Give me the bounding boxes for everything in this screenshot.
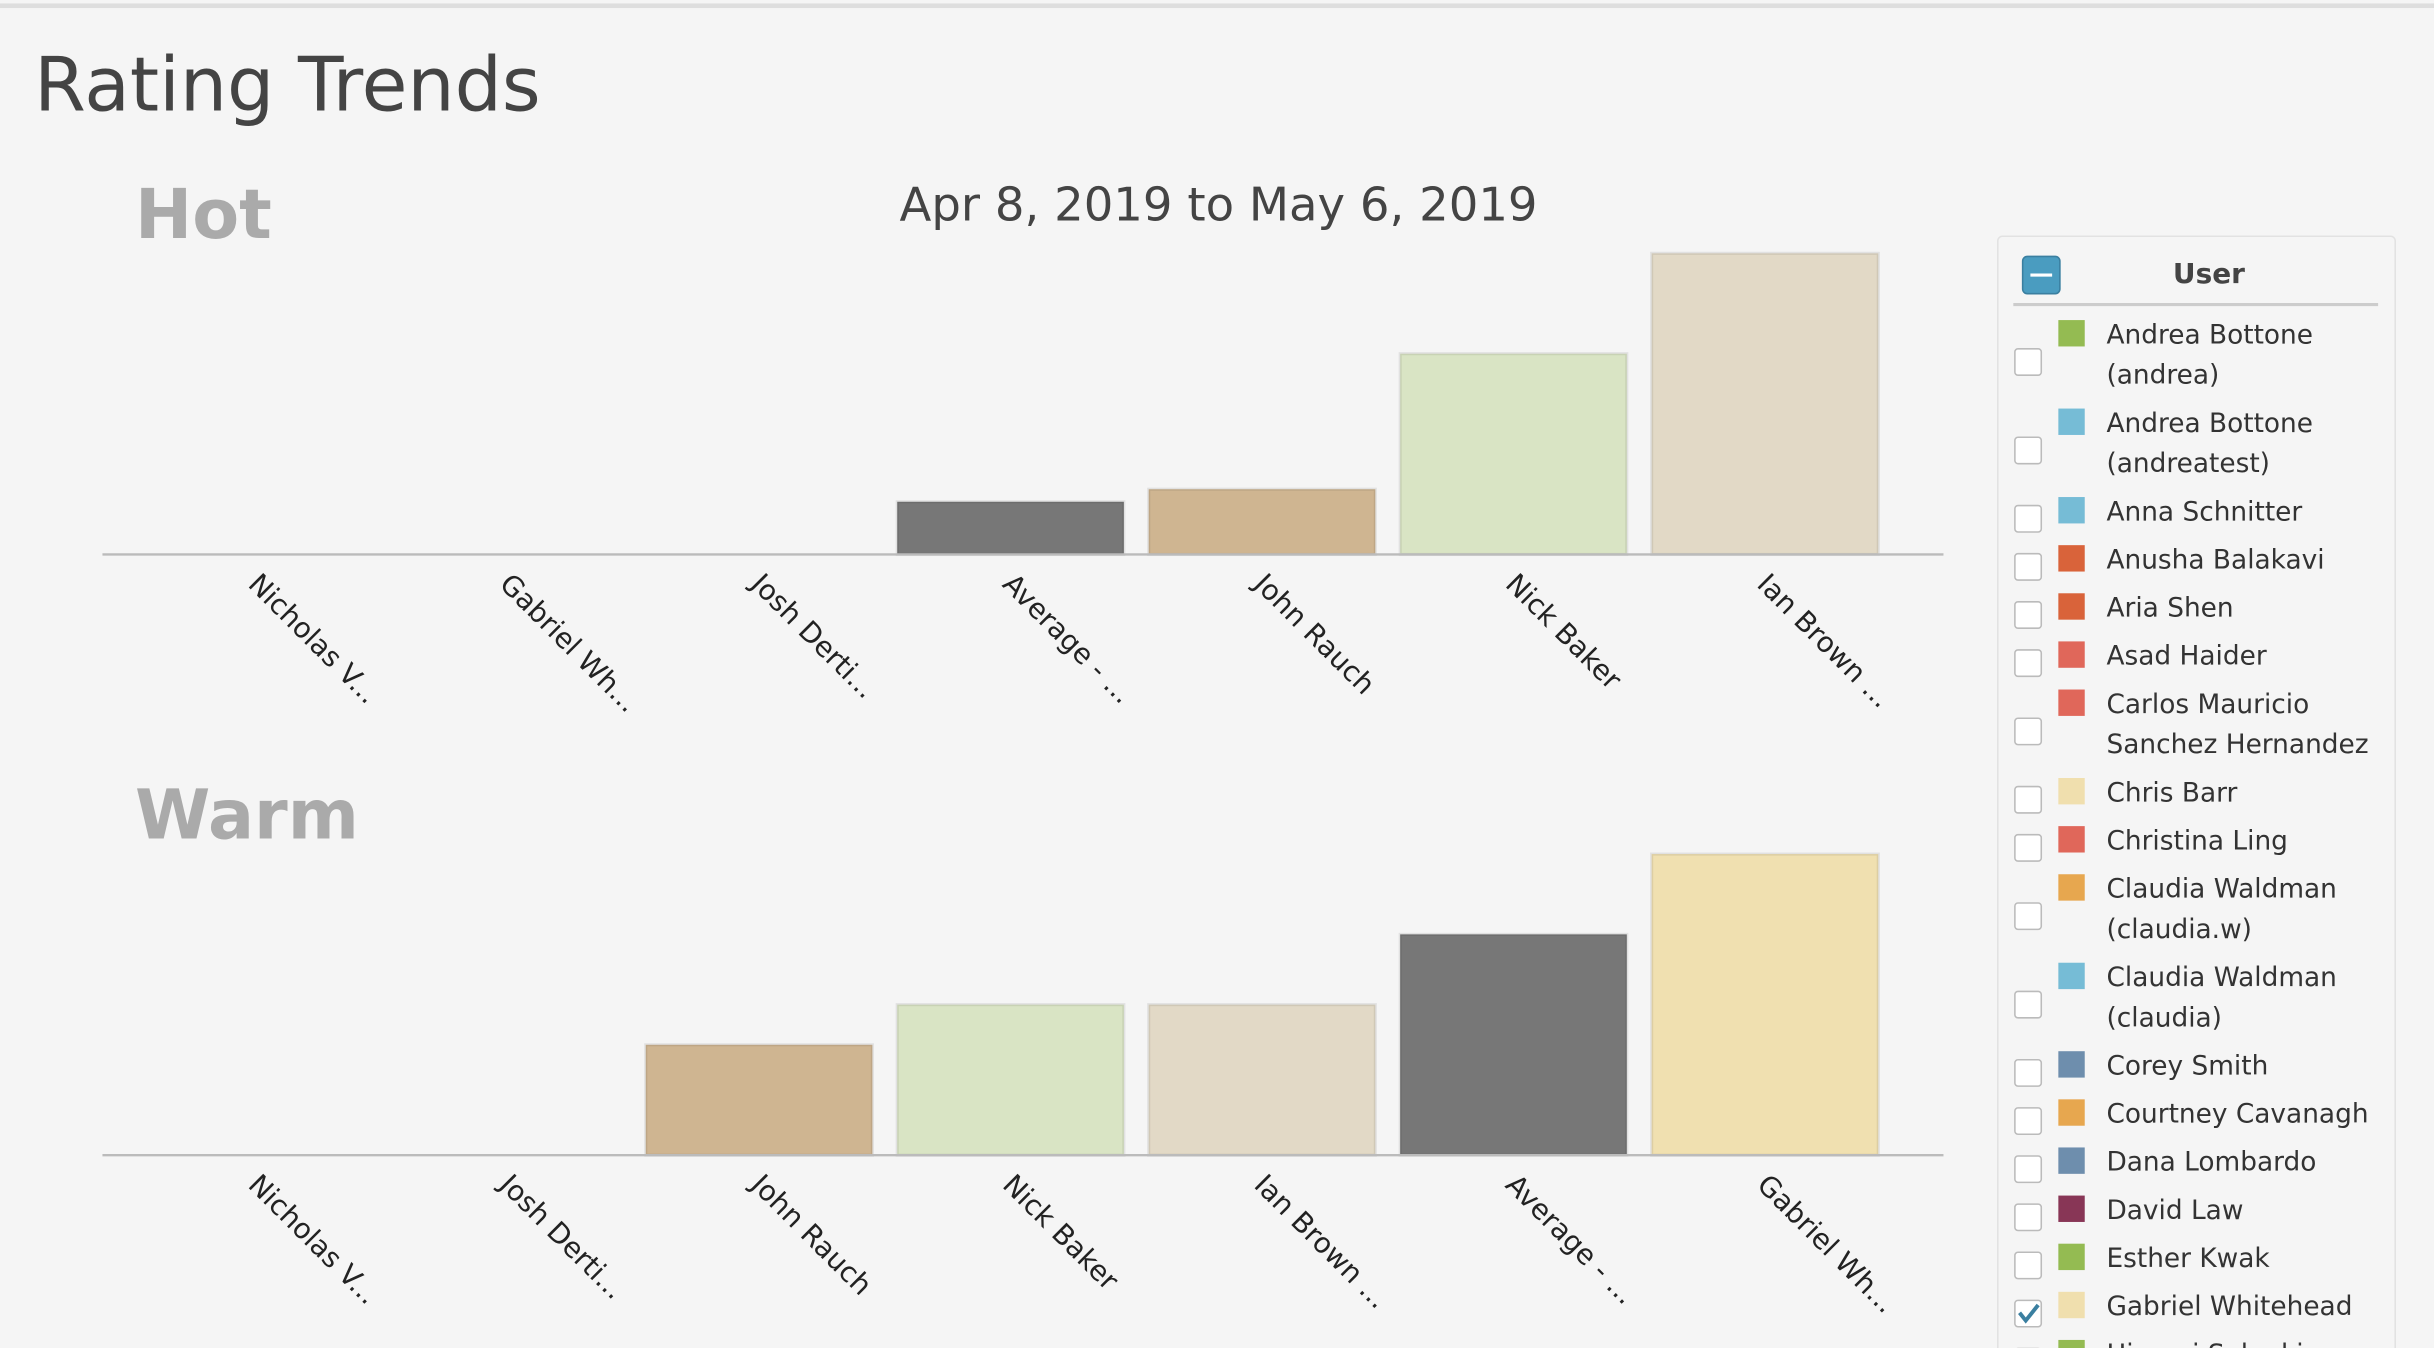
bar bbox=[1147, 487, 1377, 557]
legend-label-line: Christina Ling bbox=[2106, 826, 2287, 856]
checkbox[interactable] bbox=[2014, 1251, 2043, 1280]
legend-label: Carlos Mauricio Sanchez Hernandez bbox=[2106, 690, 2368, 760]
legend-label-line: Aria Shen bbox=[2106, 594, 2233, 624]
top-border bbox=[0, 3, 2434, 9]
legend-label: Aria Shen bbox=[2106, 594, 2233, 624]
legend-label-line: (andrea) bbox=[2106, 361, 2219, 391]
legend-swatch bbox=[2058, 1195, 2085, 1222]
legend-swatch bbox=[2058, 497, 2085, 524]
checkbox[interactable] bbox=[2014, 649, 2043, 678]
legend-label-line: Anusha Balakavi bbox=[2106, 545, 2324, 575]
legend-label-line: Claudia Waldman bbox=[2106, 963, 2336, 993]
legend-swatch bbox=[2058, 874, 2085, 901]
bar bbox=[1398, 352, 1629, 557]
page-title: Rating Trends bbox=[34, 42, 541, 129]
legend-label: Christina Ling bbox=[2106, 826, 2287, 856]
bar bbox=[1398, 932, 1629, 1157]
chart-subtitle: Apr 8, 2019 to May 6, 2019 bbox=[900, 178, 1538, 232]
legend-label-line: Courtney Cavanagh bbox=[2106, 1100, 2368, 1130]
bar bbox=[1650, 852, 1880, 1157]
checkbox[interactable] bbox=[2014, 601, 2043, 629]
legend-label: Andrea Bottone (andrea) bbox=[2106, 320, 2313, 390]
checkbox[interactable] bbox=[2014, 1203, 2043, 1232]
legend-label-line: Claudia Waldman bbox=[2106, 875, 2336, 905]
legend-swatch bbox=[2058, 545, 2085, 572]
legend-label-line: Esther Kwak bbox=[2106, 1244, 2270, 1274]
legend-swatch bbox=[2058, 1243, 2085, 1271]
legend-swatch bbox=[2058, 1339, 2085, 1348]
legend-label: Dana Lombardo bbox=[2106, 1148, 2316, 1178]
checkbox[interactable] bbox=[2014, 785, 2043, 814]
chart-title: Hot bbox=[135, 176, 272, 255]
legend-label-line: Gabriel Whitehead bbox=[2106, 1292, 2352, 1322]
legend-swatch bbox=[2058, 641, 2085, 668]
legend-label-line: (claudia) bbox=[2106, 1003, 2222, 1033]
legend-label: Corey Smith bbox=[2106, 1051, 2268, 1081]
bar bbox=[895, 1003, 1126, 1157]
legend-label-line: Himani Solanki bbox=[2106, 1340, 2303, 1348]
legend-swatch bbox=[2058, 320, 2085, 347]
bar bbox=[644, 1043, 874, 1157]
legend-label: Esther Kwak bbox=[2106, 1244, 2270, 1274]
legend-label: Anusha Balakavi bbox=[2106, 545, 2324, 575]
legend-label: David Law bbox=[2106, 1196, 2243, 1226]
legend-swatch bbox=[2058, 962, 2085, 990]
bar bbox=[895, 500, 1126, 557]
legend-swatch bbox=[2058, 689, 2085, 716]
legend-swatch bbox=[2058, 1291, 2085, 1319]
checkbox[interactable] bbox=[2014, 717, 2043, 746]
legend-title: User bbox=[2173, 257, 2245, 290]
legend-label-line: Corey Smith bbox=[2106, 1051, 2268, 1081]
legend-swatch bbox=[2058, 1099, 2085, 1126]
bar bbox=[1650, 251, 1880, 557]
checkbox[interactable] bbox=[2014, 436, 2043, 465]
legend-swatch bbox=[2058, 408, 2085, 435]
legend-label-line: Carlos Mauricio bbox=[2106, 690, 2309, 720]
legend-swatch bbox=[2058, 1051, 2085, 1078]
checkbox[interactable] bbox=[2014, 552, 2043, 581]
chart-title: Warm bbox=[135, 777, 359, 856]
legend-swatch bbox=[2058, 593, 2085, 620]
checkbox[interactable] bbox=[2014, 504, 2043, 533]
legend-panel bbox=[1997, 235, 2396, 1348]
checkbox[interactable] bbox=[2014, 902, 2043, 931]
legend-label: Asad Haider bbox=[2106, 642, 2266, 672]
checkbox[interactable] bbox=[2014, 1058, 2043, 1087]
bar bbox=[1147, 1003, 1377, 1157]
checkbox[interactable] bbox=[2014, 348, 2043, 376]
legend-label-line: Chris Barr bbox=[2106, 778, 2237, 808]
legend-label: Chris Barr bbox=[2106, 778, 2237, 808]
legend-label-line: (andreatest) bbox=[2106, 449, 2270, 479]
legend-swatch bbox=[2058, 1147, 2085, 1174]
legend-label-line: Asad Haider bbox=[2106, 642, 2266, 672]
legend-label-line: David Law bbox=[2106, 1196, 2243, 1226]
legend-label-line: Andrea Bottone bbox=[2106, 320, 2313, 350]
legend-label-line: Sanchez Hernandez bbox=[2106, 730, 2368, 760]
legend-label-line: Dana Lombardo bbox=[2106, 1148, 2316, 1178]
legend-swatch bbox=[2058, 778, 2085, 805]
legend-label: Claudia Waldman (claudia.w) bbox=[2106, 875, 2336, 945]
checkbox[interactable] bbox=[2014, 1107, 2043, 1136]
legend-label: Anna Schnitter bbox=[2106, 497, 2302, 527]
checkmark bbox=[2018, 1303, 2040, 1324]
legend-swatch bbox=[2058, 826, 2085, 853]
legend-label-line: (claudia.w) bbox=[2106, 915, 2251, 945]
legend-label-line: Anna Schnitter bbox=[2106, 497, 2302, 527]
legend-label: Gabriel Whitehead bbox=[2106, 1292, 2352, 1322]
legend-label: Andrea Bottone (andreatest) bbox=[2106, 409, 2313, 479]
checkbox[interactable] bbox=[2014, 1155, 2043, 1184]
legend-label: Courtney Cavanagh bbox=[2106, 1100, 2368, 1130]
legend-label: Himani Solanki bbox=[2106, 1340, 2303, 1348]
legend-label-line: Andrea Bottone bbox=[2106, 409, 2313, 439]
checkbox[interactable] bbox=[2014, 990, 2043, 1019]
legend-label: Claudia Waldman (claudia) bbox=[2106, 963, 2336, 1033]
checkbox[interactable] bbox=[2014, 833, 2043, 862]
